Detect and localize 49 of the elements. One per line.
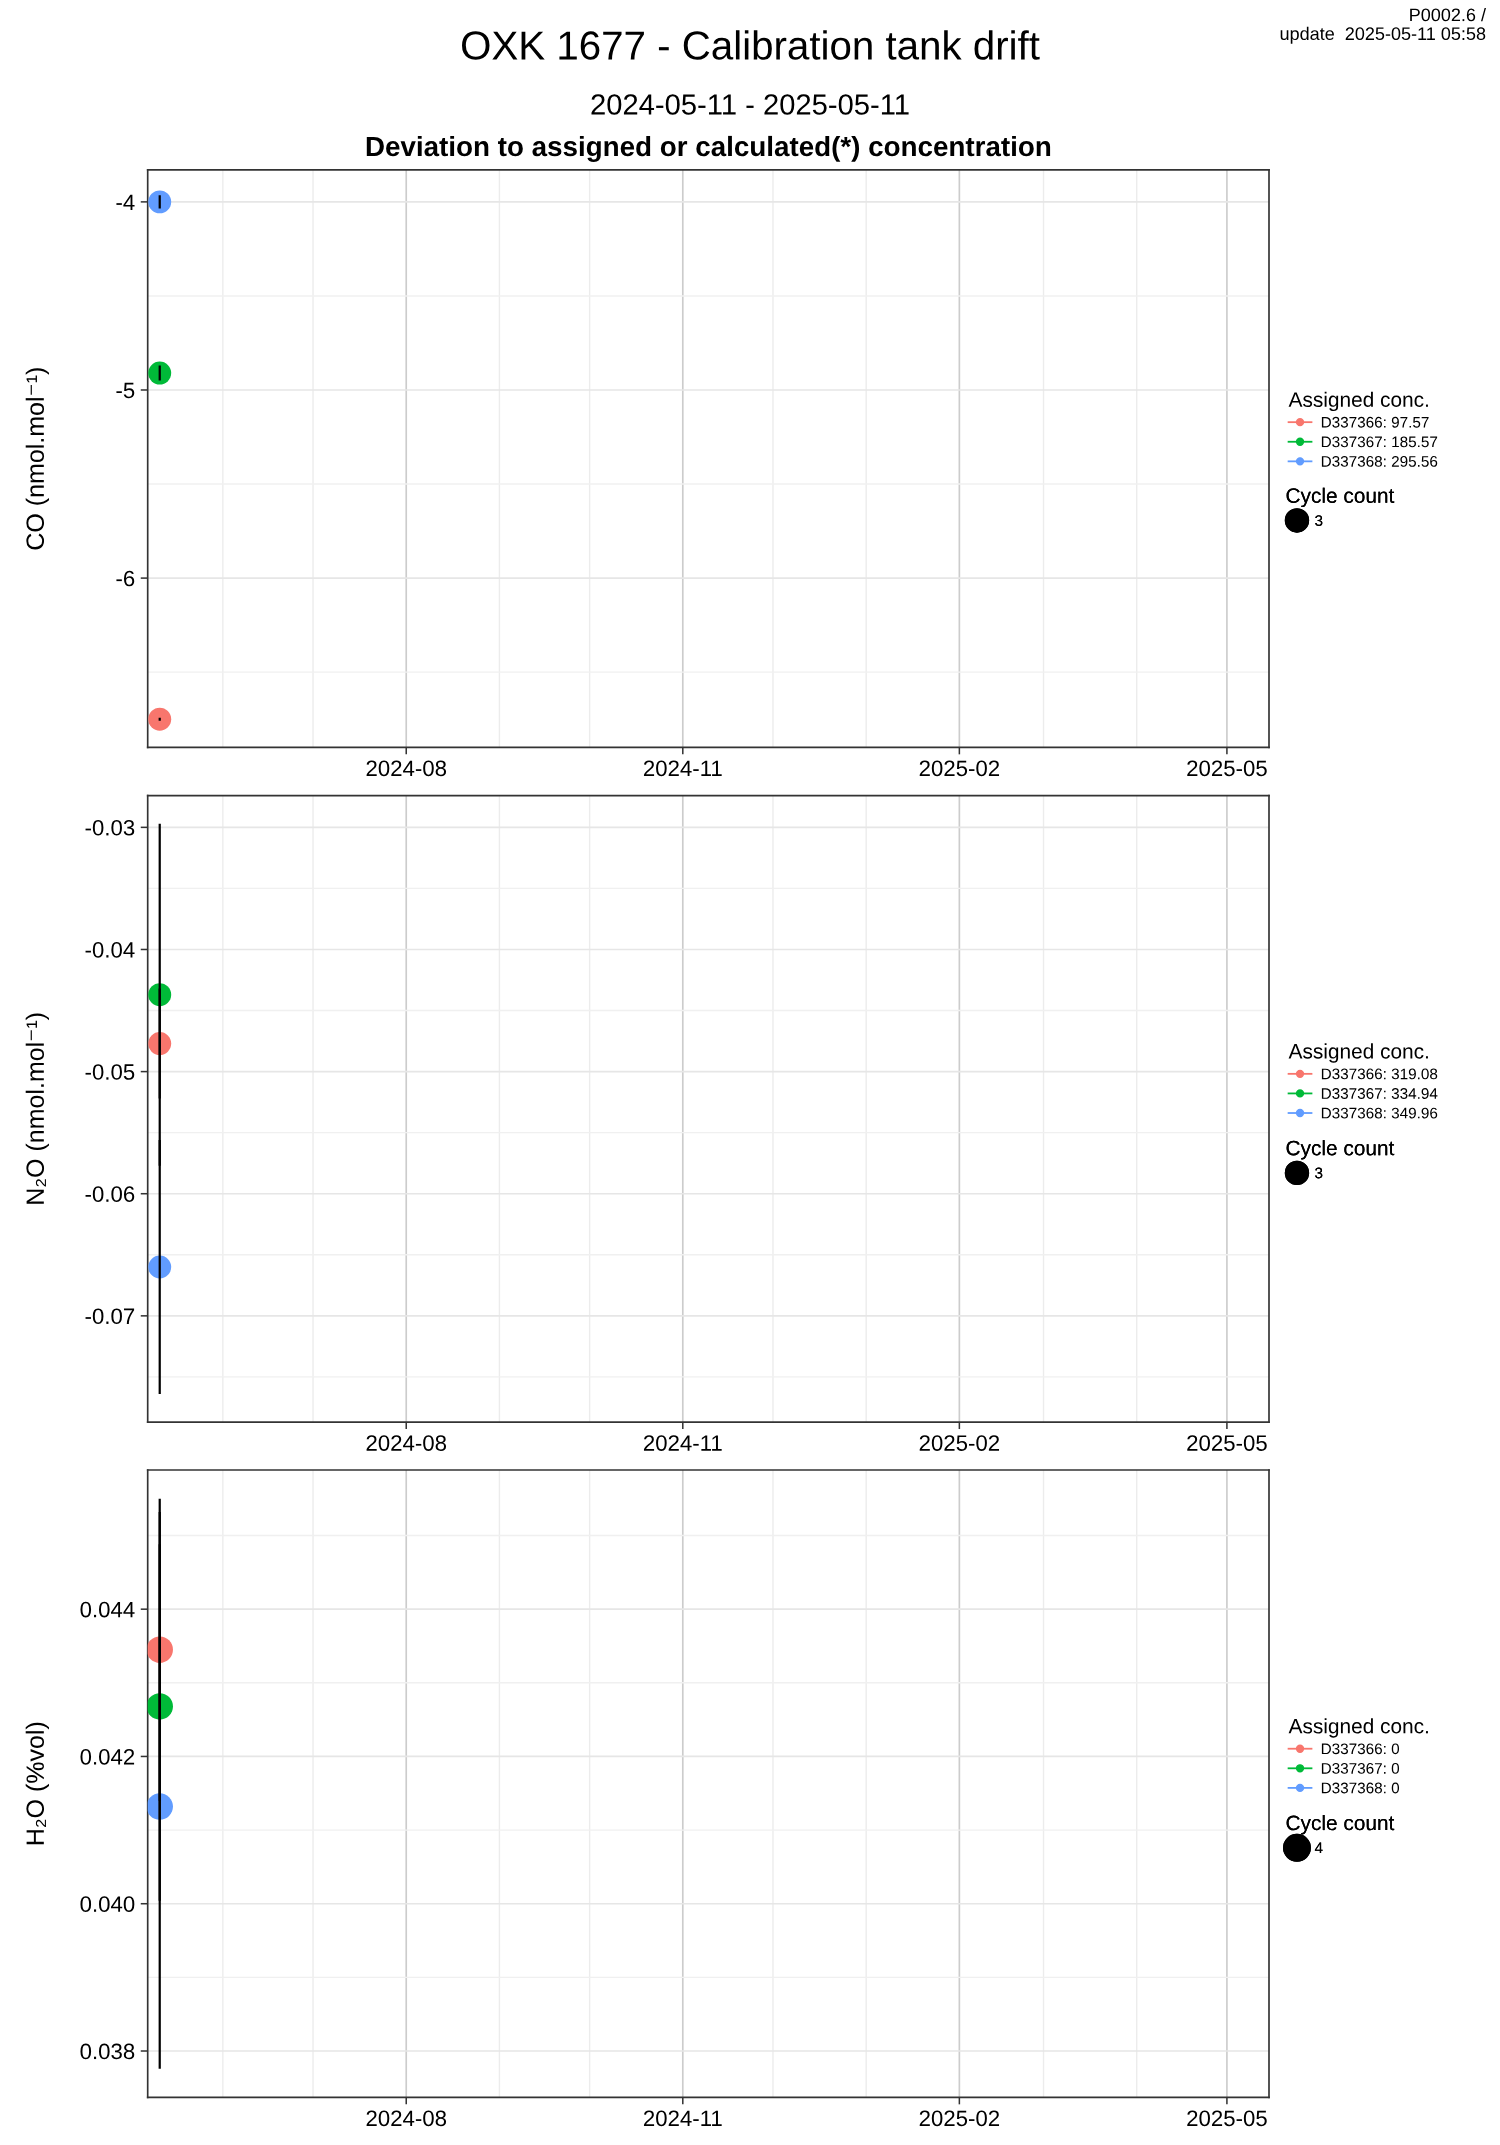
y-tick-label: -4 <box>116 194 135 210</box>
y-tick-label: -0.04 <box>85 942 135 958</box>
legend-label: D337367: 334.94 <box>1321 1088 1438 1099</box>
legend-label: D337368: 295.56 <box>1321 456 1438 467</box>
chart-subtitle: 2024-05-11 - 2025-05-11 <box>591 94 909 115</box>
y-axis-title: N₂O (nmol.mol⁻¹) <box>25 1013 49 1204</box>
y-tick-label: -0.03 <box>85 819 135 836</box>
legend-label: D337367: 185.57 <box>1321 436 1438 448</box>
legend-title: Assigned conc. <box>1288 1043 1428 1063</box>
text: Cycle count <box>1286 1814 1395 1835</box>
x-tick-label: 2024-11 <box>643 760 722 777</box>
x-tick-label: 2025-05 <box>1187 1435 1267 1451</box>
y-tick-label: -0.05 <box>85 1064 135 1080</box>
legend-title: Assigned conc. <box>1288 1718 1428 1738</box>
x-tick-label: 2025-05 <box>1187 760 1267 777</box>
legend-label: D337366: 0 <box>1321 1743 1400 1755</box>
y-axis-title: H₂O (%vol) <box>25 1722 49 1845</box>
chart-title: OXK 1677 - Calibration tank drift <box>462 30 1040 60</box>
y-tick-label: -6 <box>116 570 135 587</box>
text: Deviation to assigned or calculated(*) concentration <box>366 135 1051 162</box>
x-tick-label: 2024-11 <box>643 2110 722 2127</box>
legend-label: D337368: 0 <box>1321 1782 1400 1794</box>
x-tick-label: 2025-02 <box>919 760 1000 777</box>
x-tick-label: 2024-11 <box>643 1435 722 1451</box>
x-tick-label: 2025-05 <box>1187 2110 1267 2127</box>
legend-label: 3 <box>1315 515 1323 526</box>
legend-label: 4 <box>1314 1842 1323 1854</box>
y-tick-label: -0.06 <box>85 1186 135 1202</box>
y-tick-label: 0.042 <box>80 1748 135 1765</box>
text: Cycle count <box>1286 1140 1395 1160</box>
legend-label: 3 <box>1315 1167 1323 1179</box>
legend-label: D337368: 349.96 <box>1321 1107 1438 1119</box>
y-axis-title: CO (nmol.mol⁻¹) <box>25 368 49 550</box>
y-tick-label: 0.038 <box>80 2043 135 2060</box>
y-tick-label: -0.07 <box>85 1308 135 1325</box>
y-tick-label: -5 <box>116 382 135 399</box>
legend-title: Assigned conc. <box>1288 391 1428 412</box>
x-tick-label: 2024-08 <box>366 760 447 777</box>
legend-label: D337366: 319.08 <box>1321 1068 1438 1080</box>
y-tick-label: 0.044 <box>80 1601 135 1618</box>
x-tick-label: 2024-08 <box>366 2110 447 2127</box>
y-tick-label: 0.040 <box>80 1896 135 1912</box>
x-tick-label: 2025-02 <box>919 1435 1000 1451</box>
text: P0002.6 / update 2025-05-11 05:58 <box>1280 8 1487 44</box>
legend-label: D337367: 0 <box>1321 1762 1400 1774</box>
legend-label: D337366: 97.57 <box>1321 416 1429 428</box>
x-tick-label: 2025-02 <box>919 2110 1000 2127</box>
x-tick-label: 2024-08 <box>366 1435 447 1451</box>
text: Cycle count <box>1286 487 1395 508</box>
